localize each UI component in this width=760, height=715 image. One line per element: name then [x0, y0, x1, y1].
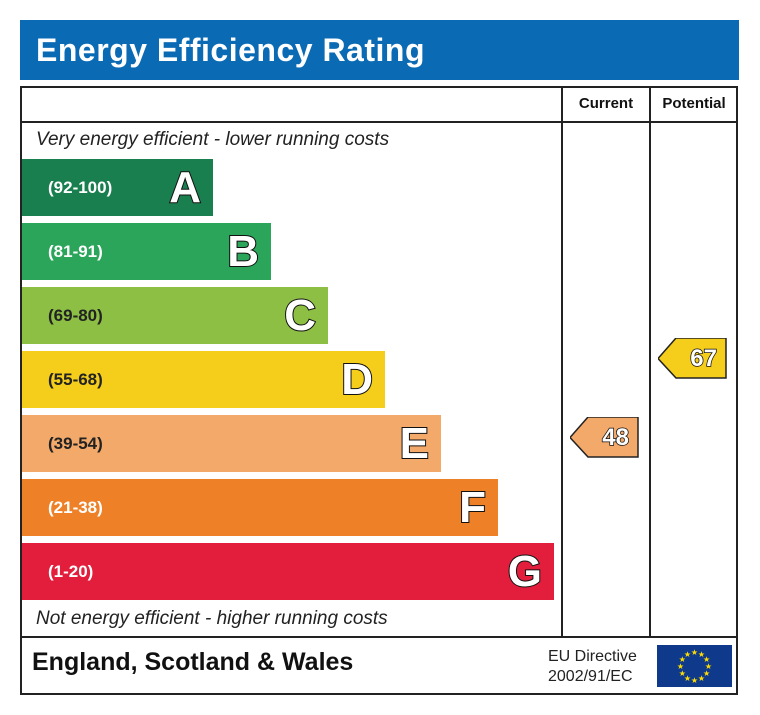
current-rating-arrow: 48 [570, 417, 639, 458]
star-icon: ★ [698, 650, 705, 659]
star-icon: ★ [679, 655, 686, 664]
band-range: (81-91) [48, 242, 103, 261]
band-letter: C [283, 290, 317, 341]
star-icon: ★ [684, 674, 691, 683]
directive-line1: EU Directive [548, 648, 637, 665]
star-icon: ★ [679, 669, 686, 678]
header-divider [20, 121, 738, 123]
band-letter: G [507, 546, 543, 597]
column-header-potential: Potential [662, 95, 726, 112]
star-icon: ★ [677, 662, 684, 671]
footer-divider [20, 636, 738, 638]
column-header-current: Current [578, 95, 634, 112]
band-bar-a: (92-100) A [22, 159, 213, 216]
band-bar-c: (69-80) C [22, 287, 328, 344]
band-letter: B [226, 226, 260, 277]
band-range: (92-100) [48, 178, 113, 197]
band-bar-e: (39-54) E [22, 415, 441, 472]
star-icon: ★ [691, 648, 698, 657]
chart-title: Energy Efficiency Rating [20, 20, 739, 80]
column-divider [561, 86, 563, 637]
eu-directive: EU Directive 2002/91/EC [548, 647, 637, 687]
potential-rating-arrow: 67 [658, 338, 727, 379]
rating-frame [20, 86, 738, 695]
bottom-note: Not energy efficient - higher running co… [36, 608, 388, 629]
band-letter: E [399, 418, 430, 469]
star-icon: ★ [703, 669, 710, 678]
star-icon: ★ [698, 674, 705, 683]
potential-rating-value: 67 [690, 344, 718, 373]
band-bar-b: (81-91) B [22, 223, 271, 280]
current-rating-value: 48 [602, 423, 630, 452]
eu-flag-icon: ★ ★ ★ ★ ★ ★ ★ ★ ★ ★ ★ ★ [657, 645, 732, 687]
band-letter: D [340, 354, 374, 405]
band-bar-f: (21-38) F [22, 479, 498, 536]
band-bar-g: (1-20) G [22, 543, 554, 600]
region-label: England, Scotland & Wales [32, 648, 354, 676]
band-range: (1-20) [48, 562, 94, 581]
band-range: (69-80) [48, 306, 103, 325]
band-bar-d: (55-68) D [22, 351, 385, 408]
star-icon: ★ [703, 655, 710, 664]
star-icon: ★ [705, 662, 712, 671]
band-letter: F [458, 482, 487, 533]
column-divider [649, 86, 651, 637]
star-icon: ★ [691, 676, 698, 685]
top-note: Very energy efficient - lower running co… [36, 129, 390, 150]
band-range: (55-68) [48, 370, 103, 389]
star-icon: ★ [684, 650, 691, 659]
band-range: (21-38) [48, 498, 103, 517]
band-letter: A [168, 162, 202, 213]
directive-line2: 2002/91/EC [548, 668, 633, 685]
band-range: (39-54) [48, 434, 103, 453]
